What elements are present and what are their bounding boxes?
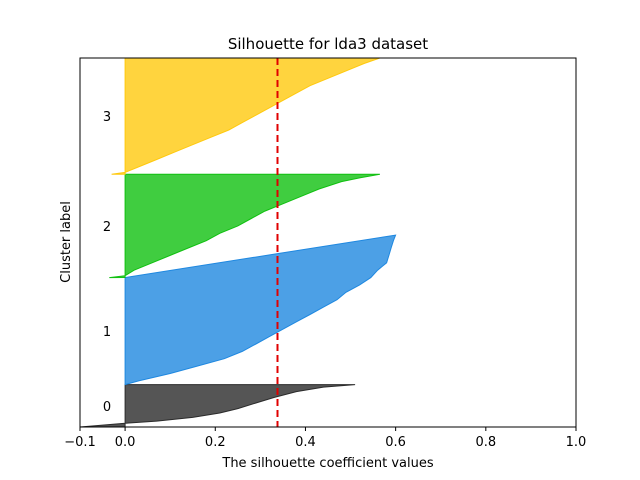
cluster-1-label: 1 [103, 325, 111, 340]
x-tick-label: −0.1 [64, 435, 96, 450]
chart-title: Silhouette for lda3 dataset [228, 35, 428, 53]
cluster-0-label: 0 [103, 400, 111, 415]
plot-area [80, 58, 397, 427]
x-tick-label: 0.8 [475, 435, 496, 450]
cluster-labels: 0 1 2 3 [103, 110, 111, 415]
x-tick-label: 0.2 [205, 435, 226, 450]
x-tick-label: 0.6 [385, 435, 406, 450]
cluster-0-silhouette [80, 384, 356, 427]
x-tick-label: 0.0 [115, 435, 136, 450]
cluster-3-label: 3 [103, 110, 111, 125]
x-tick-label: 0.4 [295, 435, 316, 450]
cluster-3-silhouette [111, 58, 381, 175]
plot-frame [79, 57, 577, 428]
y-axis-label: Cluster label [59, 201, 74, 283]
x-tick-label: 1.0 [566, 435, 587, 450]
cluster-2-silhouette [109, 173, 380, 279]
cluster-1-silhouette [124, 234, 397, 386]
x-axis-label: The silhouette coefficient values [221, 456, 433, 471]
x-axis: −0.1 0.0 0.2 0.4 0.6 0.8 1.0 [64, 427, 586, 450]
cluster-2-label: 2 [103, 220, 111, 235]
